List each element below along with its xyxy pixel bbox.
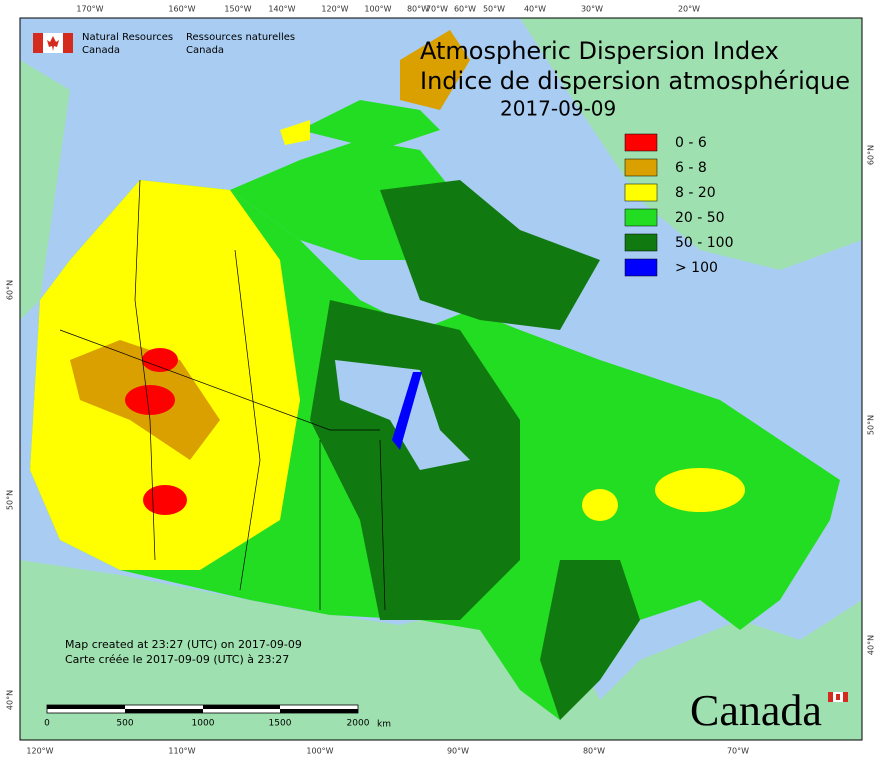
lon-label: 150°W xyxy=(224,5,251,14)
frame xyxy=(19,17,863,741)
legend-swatch xyxy=(624,233,658,252)
legend-swatch xyxy=(624,258,658,277)
scale-bar xyxy=(46,704,359,714)
scale-label: 1000 xyxy=(192,719,215,729)
scale-unit: km xyxy=(377,720,391,730)
lon-label: 80°W xyxy=(583,747,605,756)
lat-label: 40°N xyxy=(6,690,15,710)
title-en: Atmospheric Dispersion Index xyxy=(420,37,779,65)
date: 2017-09-09 xyxy=(500,97,616,121)
scale-label: 500 xyxy=(116,719,133,729)
usa xyxy=(20,560,862,740)
lat-label: 60°N xyxy=(6,280,15,300)
lon-label: 30°W xyxy=(581,5,603,14)
lon-label: 120°W xyxy=(321,5,348,14)
lon-label: 80°W xyxy=(407,5,429,14)
zone-min xyxy=(143,485,187,515)
lon-label: 90°W xyxy=(447,747,469,756)
legend-label: 50 - 100 xyxy=(675,235,734,251)
agency-fr: Ressources naturelles xyxy=(186,32,295,43)
lat-label: 60°N xyxy=(867,145,876,165)
legend-swatch xyxy=(624,133,658,152)
legend-label: 0 - 6 xyxy=(675,135,707,151)
legend-label: 20 - 50 xyxy=(675,210,725,226)
zone-low xyxy=(655,468,745,512)
legend-swatch xyxy=(624,158,658,177)
lon-label: 140°W xyxy=(268,5,295,14)
lon-label: 170°W xyxy=(76,5,103,14)
legend-label: 8 - 20 xyxy=(675,185,716,201)
island xyxy=(280,120,310,145)
scale-labels: 0 500 1000 1500 2000 xyxy=(44,719,370,729)
lat-label: 50°N xyxy=(6,490,15,510)
lon-label: 20°W xyxy=(678,5,700,14)
legend-label: > 100 xyxy=(675,260,718,276)
lon-label: 120°W xyxy=(26,747,53,756)
agency-fr: Canada xyxy=(186,45,224,56)
lon-label: 70°W xyxy=(727,747,749,756)
zone-min xyxy=(125,385,175,415)
legend-swatch xyxy=(624,208,658,227)
agency-en: Canada xyxy=(82,45,120,56)
zone-low xyxy=(582,489,618,521)
graticule: 170°W 160°W 150°W 140°W 120°W 100°W 80°W70°W 60… xyxy=(6,5,876,756)
lat-label: 50°N xyxy=(867,415,876,435)
legend-label: 6 - 8 xyxy=(675,160,707,176)
wordmark-flag xyxy=(828,692,848,702)
ellesmere xyxy=(400,30,470,110)
lon-label: 70°W xyxy=(426,5,448,14)
baffin xyxy=(380,180,600,330)
map-body: Map created at 23:27 (UTC) on 2017-09-09… xyxy=(20,18,862,740)
note: Map created at 23:27 (UTC) on 2017-09-09 xyxy=(65,638,302,651)
lon-label: 100°W xyxy=(306,747,333,756)
lon-label: 160°W xyxy=(168,5,195,14)
lon-label: 110°W xyxy=(168,747,195,756)
legend: 0 - 6 6 - 8 8 - 20 20 - 50 50 - 100 > 100 xyxy=(624,133,734,277)
arctic-islands xyxy=(300,100,440,150)
zone-min xyxy=(142,348,178,372)
title-fr: Indice de dispersion atmosphérique xyxy=(420,67,850,95)
wordmark: Canada xyxy=(690,686,822,735)
lon-label: 40°W xyxy=(524,5,546,14)
scale-label: 0 xyxy=(44,719,50,729)
agency-en: Natural Resources xyxy=(82,32,173,43)
legend-swatch xyxy=(624,183,658,202)
note: Carte créée le 2017-09-09 (UTC) à 23:27 xyxy=(65,653,289,666)
zone-high-east xyxy=(540,560,640,720)
lat-label: 40°N xyxy=(867,635,876,655)
borders xyxy=(59,179,386,611)
lon-label: 100°W xyxy=(364,5,391,14)
lon-label: 60°W xyxy=(454,5,476,14)
agency-flag xyxy=(33,33,73,53)
alaska xyxy=(20,60,70,320)
zone-max xyxy=(392,372,422,450)
scale-label: 1500 xyxy=(269,719,292,729)
scale-label: 2000 xyxy=(347,719,370,729)
lon-label: 50°W xyxy=(483,5,505,14)
greenland xyxy=(520,18,862,270)
